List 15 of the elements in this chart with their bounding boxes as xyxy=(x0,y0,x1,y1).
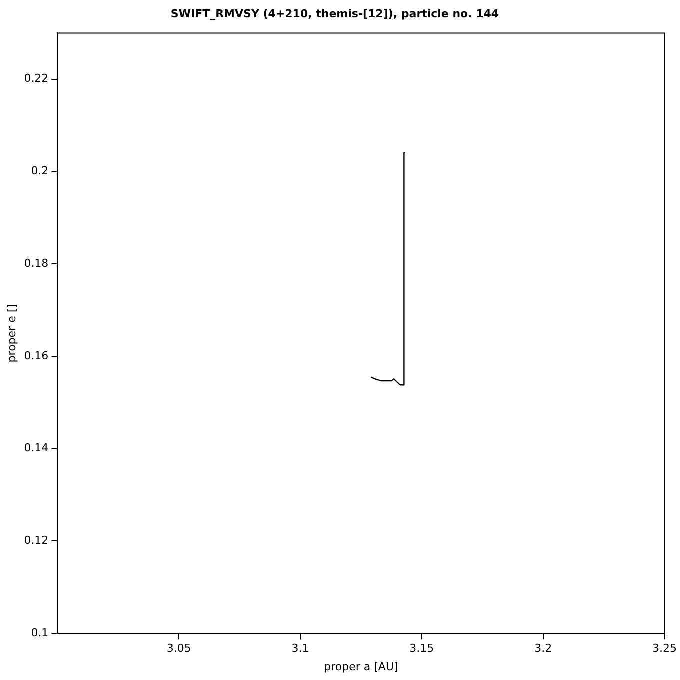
y-tick-label: 0.12 xyxy=(24,534,49,548)
x-axis-title: proper a [AU] xyxy=(324,660,398,674)
y-axis-title: proper e [] xyxy=(5,304,18,363)
y-tick-label: 0.1 xyxy=(31,626,49,640)
y-tick-label: 0.2 xyxy=(31,164,49,178)
y-tick-label: 0.18 xyxy=(24,256,49,270)
x-tick-label: 3.1 xyxy=(292,642,310,656)
y-tick-label: 0.16 xyxy=(24,349,49,362)
chart-title: SWIFT_RMVSY (4+210, themis-[12]), particle no. 144 xyxy=(170,7,500,20)
y-tick-label: 0.22 xyxy=(24,72,49,86)
x-tick-label: 3.25 xyxy=(652,642,678,656)
x-tick-label: 3.15 xyxy=(410,642,434,656)
x-tick-label: 3.2 xyxy=(534,642,552,656)
y-tick-label: 0.14 xyxy=(24,442,49,455)
x-tick-label: 3.05 xyxy=(166,642,192,656)
